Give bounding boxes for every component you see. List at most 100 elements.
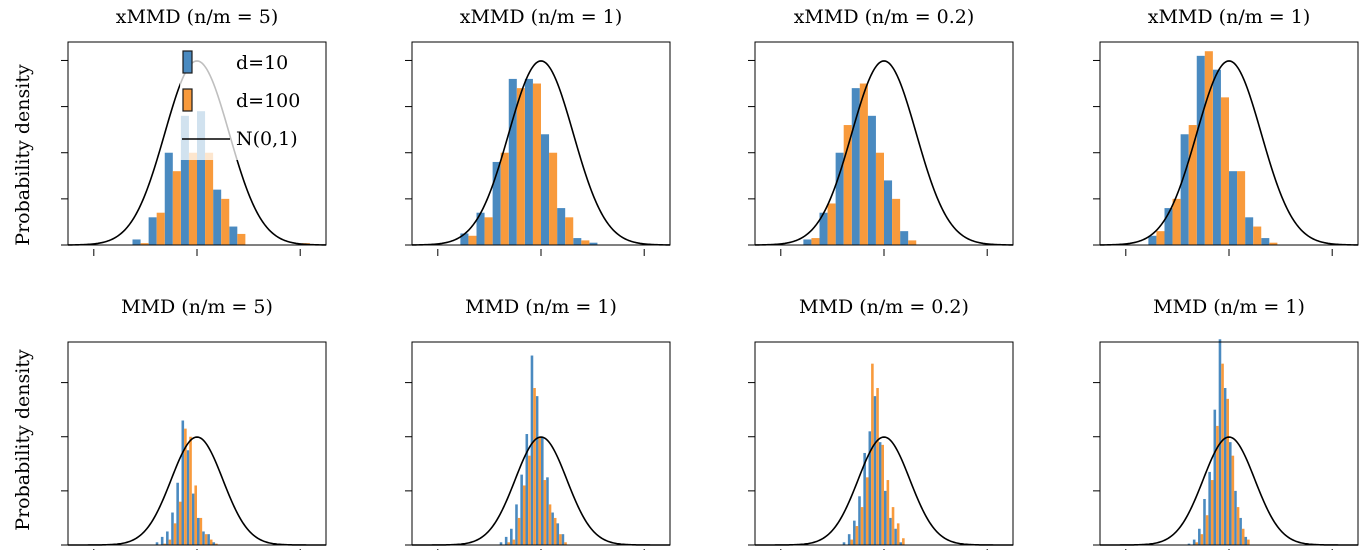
panel-3: xMMD (n/m = 0.2) — [748, 6, 1014, 256]
panel-title: xMMD (n/m = 0.2) — [794, 6, 975, 28]
bar-d10 — [1196, 55, 1205, 245]
normal-curve — [754, 60, 1014, 246]
bar-d100 — [859, 83, 868, 245]
legend-label: d=100 — [236, 90, 300, 112]
bar-d100 — [1156, 231, 1165, 245]
bar-d10 — [1223, 388, 1227, 545]
bar-d10 — [884, 180, 893, 245]
bar-d10 — [1229, 442, 1232, 545]
bar-d100 — [891, 507, 895, 545]
bar-d100 — [205, 152, 214, 245]
panel-title: MMD (n/m = 1) — [1153, 296, 1305, 318]
bar-d100 — [581, 240, 590, 245]
bar-d10 — [191, 493, 195, 545]
bar-d100 — [886, 480, 890, 545]
bar-d100 — [189, 436, 192, 545]
plot-frame — [411, 41, 671, 246]
bar-d100 — [188, 152, 197, 245]
bar-d100 — [215, 543, 218, 545]
bar-d100 — [827, 203, 836, 245]
bar-d100 — [811, 238, 820, 245]
bar-d10 — [884, 490, 887, 545]
bar-d100 — [902, 538, 905, 545]
bar-d100 — [512, 539, 516, 545]
bar-d100 — [522, 485, 526, 545]
bar-d10 — [1229, 171, 1238, 245]
bar-d10 — [166, 531, 169, 545]
bar-d10 — [1234, 490, 1237, 545]
bar-d10 — [546, 477, 549, 545]
bar-d10 — [197, 517, 200, 545]
bar-d100 — [1195, 542, 1199, 545]
bar-d10 — [510, 528, 513, 545]
panel-title: MMD (n/m = 0.2) — [799, 296, 969, 318]
bar-d10 — [858, 496, 861, 545]
bar-d100 — [173, 523, 177, 545]
bar-d100 — [204, 534, 208, 545]
plot-frame — [67, 41, 327, 246]
bar-d100 — [865, 477, 869, 545]
bar-d10 — [1239, 517, 1242, 545]
bar-d10 — [504, 536, 508, 545]
legend-swatch-d10 — [182, 50, 193, 74]
bar-d10 — [524, 78, 533, 245]
normal-curve — [411, 60, 671, 246]
bar-d10 — [894, 528, 897, 545]
legend-swatch-d100 — [182, 88, 193, 112]
bar-d100 — [199, 517, 203, 545]
bar-d10 — [589, 242, 598, 245]
bar-d10 — [847, 534, 851, 545]
bar-d100 — [484, 217, 493, 245]
bar-d10 — [202, 531, 205, 545]
bar-d10 — [460, 233, 469, 245]
bar-d10 — [863, 452, 866, 545]
bar-d10 — [1180, 134, 1189, 245]
bar-d10 — [1208, 471, 1211, 545]
legend-label: d=10 — [236, 52, 288, 74]
bar-d100 — [1216, 425, 1219, 545]
bar-d100 — [1269, 242, 1278, 245]
panel-6: MMD (n/m = 1) — [405, 296, 671, 550]
bar-d100 — [850, 539, 854, 545]
bar-d100 — [548, 504, 552, 545]
bar-d10 — [899, 542, 903, 545]
bar-d10 — [212, 542, 216, 545]
bar-d10 — [1244, 536, 1248, 545]
bar-d10 — [873, 396, 877, 545]
bar-d100 — [1253, 226, 1262, 245]
bar-d10 — [561, 534, 565, 545]
bar-d100 — [172, 171, 181, 245]
bar-d10 — [853, 520, 856, 545]
bar-d10 — [819, 212, 828, 245]
panel-7: MMD (n/m = 0.2) — [748, 296, 1014, 550]
bar-d100 — [549, 152, 558, 245]
bar-d10 — [207, 534, 210, 545]
panel-title: xMMD (n/m = 1) — [460, 6, 622, 28]
bar-d100 — [1236, 507, 1240, 545]
bar-d10 — [541, 436, 544, 545]
bar-d100 — [565, 217, 574, 245]
bar-d100 — [1241, 528, 1245, 545]
bar-d10 — [181, 420, 185, 545]
bar-d10 — [499, 542, 503, 545]
bar-d10 — [508, 78, 517, 245]
bar-d100 — [194, 485, 197, 545]
bar-d100 — [1237, 171, 1246, 245]
bar-d10 — [835, 152, 844, 245]
bar-d10 — [1148, 235, 1157, 245]
bar-d10 — [1187, 543, 1191, 545]
bar-d100 — [156, 212, 165, 245]
bar-d100 — [559, 534, 562, 545]
bar-d100 — [533, 388, 536, 545]
bar-d100 — [1247, 539, 1250, 545]
bar-d10 — [1213, 409, 1217, 545]
panel-4: xMMD (n/m = 1) — [1093, 6, 1359, 256]
bar-d10 — [213, 189, 222, 245]
bar-d100 — [168, 539, 172, 545]
bar-d100 — [1172, 198, 1181, 245]
bar-d100 — [178, 501, 182, 545]
bar-d10 — [878, 442, 882, 545]
bar-d10 — [1198, 528, 1201, 545]
